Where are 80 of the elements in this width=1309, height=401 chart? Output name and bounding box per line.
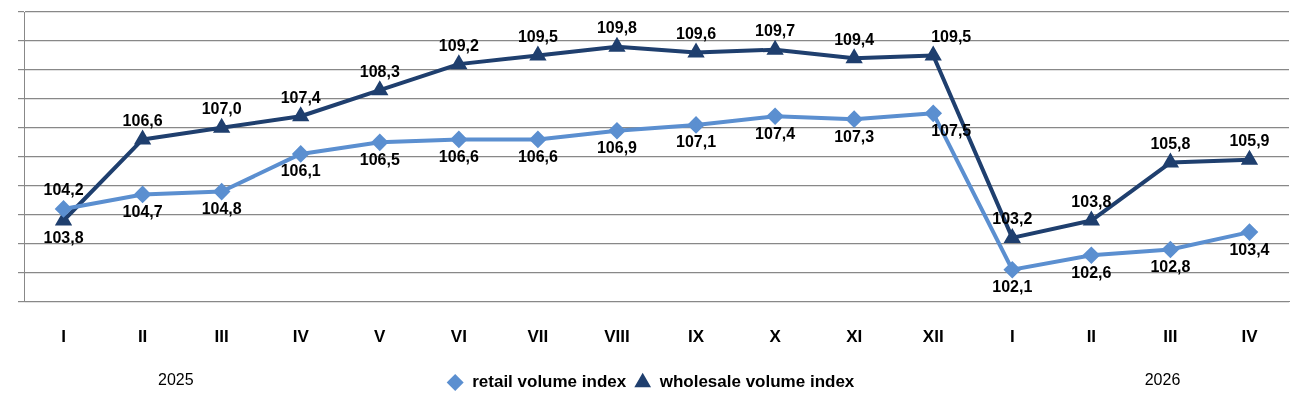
point xyxy=(293,108,308,122)
x-tick-label: IV xyxy=(1241,327,1259,347)
point xyxy=(1004,261,1021,278)
point xyxy=(213,117,231,133)
x-tick-label: IX xyxy=(688,327,705,347)
point xyxy=(687,42,705,58)
point xyxy=(292,145,309,162)
point xyxy=(766,39,784,55)
data-label: 109,7 xyxy=(755,22,796,40)
x-tick-label: V xyxy=(374,327,387,347)
data-label: 107,3 xyxy=(834,127,875,145)
x-tick-label: III xyxy=(1163,327,1178,347)
data-label: 102,8 xyxy=(1150,257,1191,275)
point xyxy=(134,186,151,203)
point xyxy=(925,105,942,122)
x-tick-label: II xyxy=(137,327,148,347)
x-tick-label: XI xyxy=(846,327,863,347)
legend-label: retail volume index xyxy=(472,372,627,392)
x-tick-label: II xyxy=(1086,327,1097,347)
data-label: 106,9 xyxy=(596,139,638,157)
point xyxy=(609,38,625,52)
data-label: 104,2 xyxy=(43,181,84,199)
point xyxy=(1005,229,1020,243)
point xyxy=(372,82,387,96)
data-label: 109,5 xyxy=(931,27,972,45)
data-label: 109,8 xyxy=(596,19,638,37)
x-tick-label: III xyxy=(214,327,229,347)
point xyxy=(1241,224,1258,241)
data-label: 106,6 xyxy=(517,147,559,165)
data-label: 108,3 xyxy=(359,62,400,80)
x-tick-label: VIII xyxy=(604,327,630,347)
legend-label: wholesale volume index xyxy=(658,372,855,392)
data-label: 106,6 xyxy=(438,147,479,165)
data-label: 109,2 xyxy=(438,36,479,54)
text: 2026 xyxy=(1144,371,1181,389)
text: 2025 xyxy=(158,371,194,389)
point xyxy=(529,131,546,148)
x-tick-label: VI xyxy=(450,327,467,347)
data-label: 109,5 xyxy=(517,27,559,45)
data-label: 106,6 xyxy=(122,111,163,129)
point xyxy=(688,116,705,133)
point xyxy=(846,111,863,128)
data-label: 103,8 xyxy=(43,228,84,246)
point xyxy=(1162,152,1179,168)
data-label: 105,8 xyxy=(1150,135,1191,152)
data-label: 104,7 xyxy=(122,202,163,220)
x-tick-label: I xyxy=(1009,327,1015,347)
data-label: 107,0 xyxy=(201,100,242,118)
data-label: 107,4 xyxy=(755,124,796,142)
data-label: 109,4 xyxy=(834,30,875,48)
x-tick-label: VII xyxy=(527,327,549,347)
data-label: 106,1 xyxy=(280,162,321,180)
data-label: 102,1 xyxy=(992,278,1033,296)
x-tick-label: X xyxy=(769,327,782,347)
x-tick-label: IV xyxy=(292,327,310,347)
point xyxy=(926,47,941,61)
data-label: 102,6 xyxy=(1071,263,1112,281)
point xyxy=(55,200,72,217)
point xyxy=(1241,149,1258,165)
data-label: 107,4 xyxy=(280,88,321,106)
point xyxy=(608,122,625,139)
point xyxy=(767,108,784,125)
x-tick-label: XII xyxy=(922,327,944,347)
point xyxy=(846,50,862,64)
point xyxy=(213,183,230,200)
point xyxy=(1162,241,1179,258)
data-label: 104,8 xyxy=(201,199,242,217)
data-label: 103,8 xyxy=(1071,192,1112,210)
point xyxy=(530,47,546,61)
x-tick-label: I xyxy=(61,327,66,347)
point xyxy=(1083,247,1100,264)
data-label: 106,5 xyxy=(359,150,400,168)
data-label: 107,1 xyxy=(676,133,717,151)
point xyxy=(135,131,150,145)
point xyxy=(371,134,388,151)
point xyxy=(451,56,467,70)
point xyxy=(450,131,467,148)
data-label: 109,6 xyxy=(676,24,717,42)
data-label: 103,4 xyxy=(1229,240,1270,258)
data-label: 105,9 xyxy=(1229,132,1270,150)
